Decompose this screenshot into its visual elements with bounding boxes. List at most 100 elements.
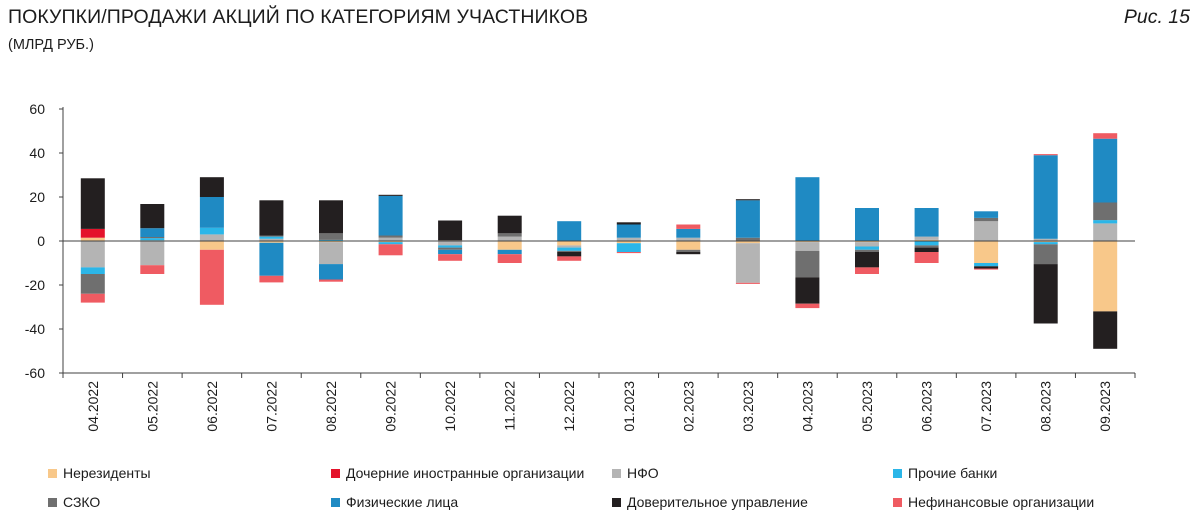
bar-segment — [974, 268, 999, 270]
bar-segment — [80, 293, 105, 303]
chart-legend: Нерезиденты Дочерние иностранные организа… — [0, 462, 1200, 517]
bar-segment — [259, 200, 284, 236]
x-tick-label: 10.2022 — [442, 381, 458, 432]
legend-swatch — [612, 497, 621, 507]
bar-segment — [914, 239, 939, 241]
y-tick-label: 0 — [37, 233, 45, 249]
bar-segment — [855, 242, 879, 247]
bar-segment — [259, 241, 284, 243]
bar-segment — [1033, 155, 1058, 239]
bar-segment — [1093, 311, 1118, 349]
bar-segment — [378, 235, 403, 238]
bar-segment — [319, 200, 343, 234]
bar-segment — [140, 265, 165, 274]
legend-swatch — [48, 497, 57, 507]
legend-item: СЗКО — [48, 493, 100, 511]
legend-label: СЗКО — [63, 494, 101, 510]
axes-layer — [59, 107, 1136, 378]
bar-segment — [557, 221, 582, 241]
legend-item: Доверительное управление — [612, 493, 808, 511]
bar-segment — [676, 252, 701, 255]
bar-segment — [319, 233, 343, 240]
stacked-bar-chart: 60 40 20 0 -20 -40 -60 04.2022 05.2022 06.2022 07… — [25, 101, 1136, 432]
bar-segment — [735, 282, 760, 284]
legend-item: Дочерние иностранные организации — [331, 464, 584, 482]
x-tick-label: 06.2023 — [919, 381, 935, 432]
bar-segment — [80, 178, 105, 229]
bar-segment — [795, 177, 820, 241]
bar-segment — [259, 235, 284, 237]
bar-segment — [438, 247, 463, 250]
bar-segment — [855, 208, 879, 241]
legend-label: Прочие банки — [908, 465, 998, 481]
bar-segment — [616, 243, 641, 252]
bar-segment — [557, 256, 582, 261]
x-tick-label: 08.2023 — [1038, 381, 1054, 432]
bar-segment — [974, 217, 999, 222]
bar-segment — [735, 243, 760, 283]
bar-segment — [80, 228, 105, 238]
legend-item: Нерезиденты — [48, 464, 151, 482]
bar-segment — [557, 245, 582, 248]
y-tick-label: -40 — [25, 321, 45, 337]
bar-segment — [1093, 241, 1118, 312]
x-tick-label: 06.2022 — [204, 381, 220, 432]
bar-segment — [378, 244, 403, 256]
x-tick-label: 09.2023 — [1097, 381, 1113, 432]
y-tick-label: 60 — [29, 101, 45, 117]
x-tick-label: 07.2023 — [978, 381, 994, 432]
bar-segment — [199, 234, 224, 241]
y-tick-label: -60 — [25, 365, 45, 381]
y-axis: 60 40 20 0 -20 -40 -60 — [25, 101, 45, 381]
bar-segment — [974, 266, 999, 269]
bar-segment — [140, 241, 165, 266]
x-tick-label: 03.2023 — [740, 381, 756, 432]
x-tick-label: 02.2023 — [680, 381, 696, 432]
legend-label: Дочерние иностранные организации — [346, 465, 585, 481]
bar-segment — [914, 245, 939, 248]
bar-segment — [557, 247, 582, 251]
x-tick-label: 05.2023 — [859, 381, 875, 432]
bar-segment — [1033, 244, 1058, 265]
bar-segment — [319, 279, 343, 282]
bar-segment — [676, 249, 701, 252]
x-tick-label: 05.2022 — [144, 381, 160, 432]
y-tick-label: 40 — [29, 145, 45, 161]
legend-label: Нерезиденты — [63, 465, 151, 481]
bar-segment — [1093, 133, 1118, 139]
bar-segment — [140, 204, 165, 229]
bar-segment — [557, 252, 582, 257]
bar-segment — [80, 274, 105, 294]
y-tick-label: 20 — [29, 189, 45, 205]
bar-segment — [914, 208, 939, 237]
bar-segment — [497, 249, 522, 255]
bar-segment — [378, 237, 403, 241]
bar-segment — [735, 199, 760, 201]
x-tick-label: 12.2022 — [561, 381, 577, 432]
chart-title: ПОКУПКИ/ПРОДАЖИ АКЦИЙ ПО КАТЕГОРИЯМ УЧАС… — [8, 6, 589, 28]
bar-segment — [616, 224, 641, 238]
bar-segment — [140, 228, 165, 237]
bar-segment — [438, 254, 463, 261]
bar-segment — [855, 241, 879, 243]
legend-item: Физические лица — [331, 493, 458, 511]
bar-segment — [80, 241, 105, 268]
bar-segment — [855, 249, 879, 252]
bars-layer — [80, 133, 1118, 349]
bar-segment — [319, 242, 343, 265]
bar-segment — [378, 242, 403, 245]
bar-segment — [259, 236, 284, 239]
legend-label: Нефинансовые организации — [908, 494, 1095, 510]
bar-segment — [319, 241, 343, 243]
legend-swatch — [612, 468, 621, 478]
bar-segment — [497, 241, 522, 250]
bar-segment — [199, 227, 224, 235]
bar-segment — [914, 252, 939, 263]
legend-swatch — [331, 497, 340, 507]
legend-item: НФО — [612, 464, 659, 482]
bar-segment — [1093, 223, 1118, 241]
x-tick-label: 11.2022 — [502, 381, 518, 431]
bar-segment — [199, 241, 224, 250]
bar-segment — [438, 245, 463, 248]
bar-segment — [676, 228, 701, 238]
